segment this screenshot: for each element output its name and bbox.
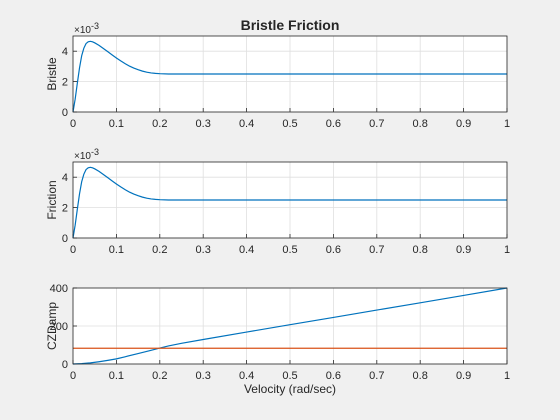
- y-tick-label: 0: [62, 233, 68, 245]
- x-tick-label: 0.3: [196, 118, 211, 130]
- x-tick-label: 0.3: [196, 370, 211, 382]
- x-tick-label: 0.7: [369, 118, 384, 130]
- chart-title: Bristle Friction: [241, 17, 340, 33]
- x-tick-label: 0.4: [239, 118, 254, 130]
- y-axis-label: CZDamp: [45, 302, 59, 350]
- x-tick-label: 0.5: [282, 370, 297, 382]
- x-tick-label: 0.9: [456, 118, 471, 130]
- x-tick-label: 0.8: [413, 118, 428, 130]
- x-tick-label: 0.6: [326, 370, 341, 382]
- x-tick-label: 0.6: [326, 118, 341, 130]
- axes-frame: [72, 161, 508, 239]
- y-axis-label: Friction: [45, 180, 59, 219]
- x-tick-label: 1: [504, 244, 510, 256]
- y-exponent-label: ×10-3: [74, 21, 99, 36]
- x-tick-label: 0.2: [152, 244, 167, 256]
- y-tick-label: 4: [62, 172, 68, 184]
- x-tick-label: 0.3: [196, 244, 211, 256]
- x-tick-label: 0.1: [109, 370, 124, 382]
- x-tick-label: 0.8: [413, 244, 428, 256]
- x-tick-label: 0.2: [152, 370, 167, 382]
- x-tick-label: 0.4: [239, 370, 254, 382]
- x-axis-label: Velocity (rad/sec): [244, 382, 336, 396]
- x-tick-label: 0.5: [282, 118, 297, 130]
- y-tick-label: 400: [50, 283, 68, 295]
- x-tick-label: 0: [70, 370, 76, 382]
- x-tick-label: 0.7: [369, 370, 384, 382]
- x-tick-label: 1: [504, 118, 510, 130]
- x-tick-label: 0.9: [456, 370, 471, 382]
- x-tick-label: 0.1: [109, 118, 124, 130]
- subplot-1: 0 0.1 0.2 0.3 0.4 0.5 0.6 0.7 0.8 0.9 1 0 2 4 ×10-3 Bri…: [45, 17, 510, 130]
- x-tick-label: 1: [504, 370, 510, 382]
- y-axis-label: Bristle: [45, 57, 59, 91]
- x-tick-label: 0.8: [413, 370, 428, 382]
- y-tick-label: 2: [62, 203, 68, 215]
- x-tick-label: 0.1: [109, 244, 124, 256]
- series-line-1: [72, 40, 507, 113]
- series-line-1: [72, 166, 507, 239]
- x-tick-label: 0.9: [456, 244, 471, 256]
- y-tick-label: 200: [50, 321, 68, 333]
- x-tick-label: 0: [70, 244, 76, 256]
- axes-frame: [72, 35, 508, 113]
- x-tick-label: 0.5: [282, 244, 297, 256]
- y-exponent-label: ×10-3: [74, 147, 99, 162]
- subplot-3: 0 0.1 0.2 0.3 0.4 0.5 0.6 0.7 0.8 0.9 1 0 200 400 CZDa…: [45, 283, 510, 396]
- x-tick-label: 0.4: [239, 244, 254, 256]
- y-tick-label: 0: [62, 107, 68, 119]
- y-tick-label: 4: [62, 46, 68, 58]
- subplot-2: 0 0.1 0.2 0.3 0.4 0.5 0.6 0.7 0.8 0.9 1 0 2 4 ×10-3 Fri…: [45, 147, 510, 256]
- y-tick-label: 0: [62, 359, 68, 371]
- x-tick-label: 0.7: [369, 244, 384, 256]
- axes-frame: [72, 287, 508, 365]
- x-tick-label: 0.2: [152, 118, 167, 130]
- y-tick-label: 2: [62, 77, 68, 89]
- x-tick-label: 0.6: [326, 244, 341, 256]
- series-line-1: [72, 287, 508, 365]
- x-tick-label: 0: [70, 118, 76, 130]
